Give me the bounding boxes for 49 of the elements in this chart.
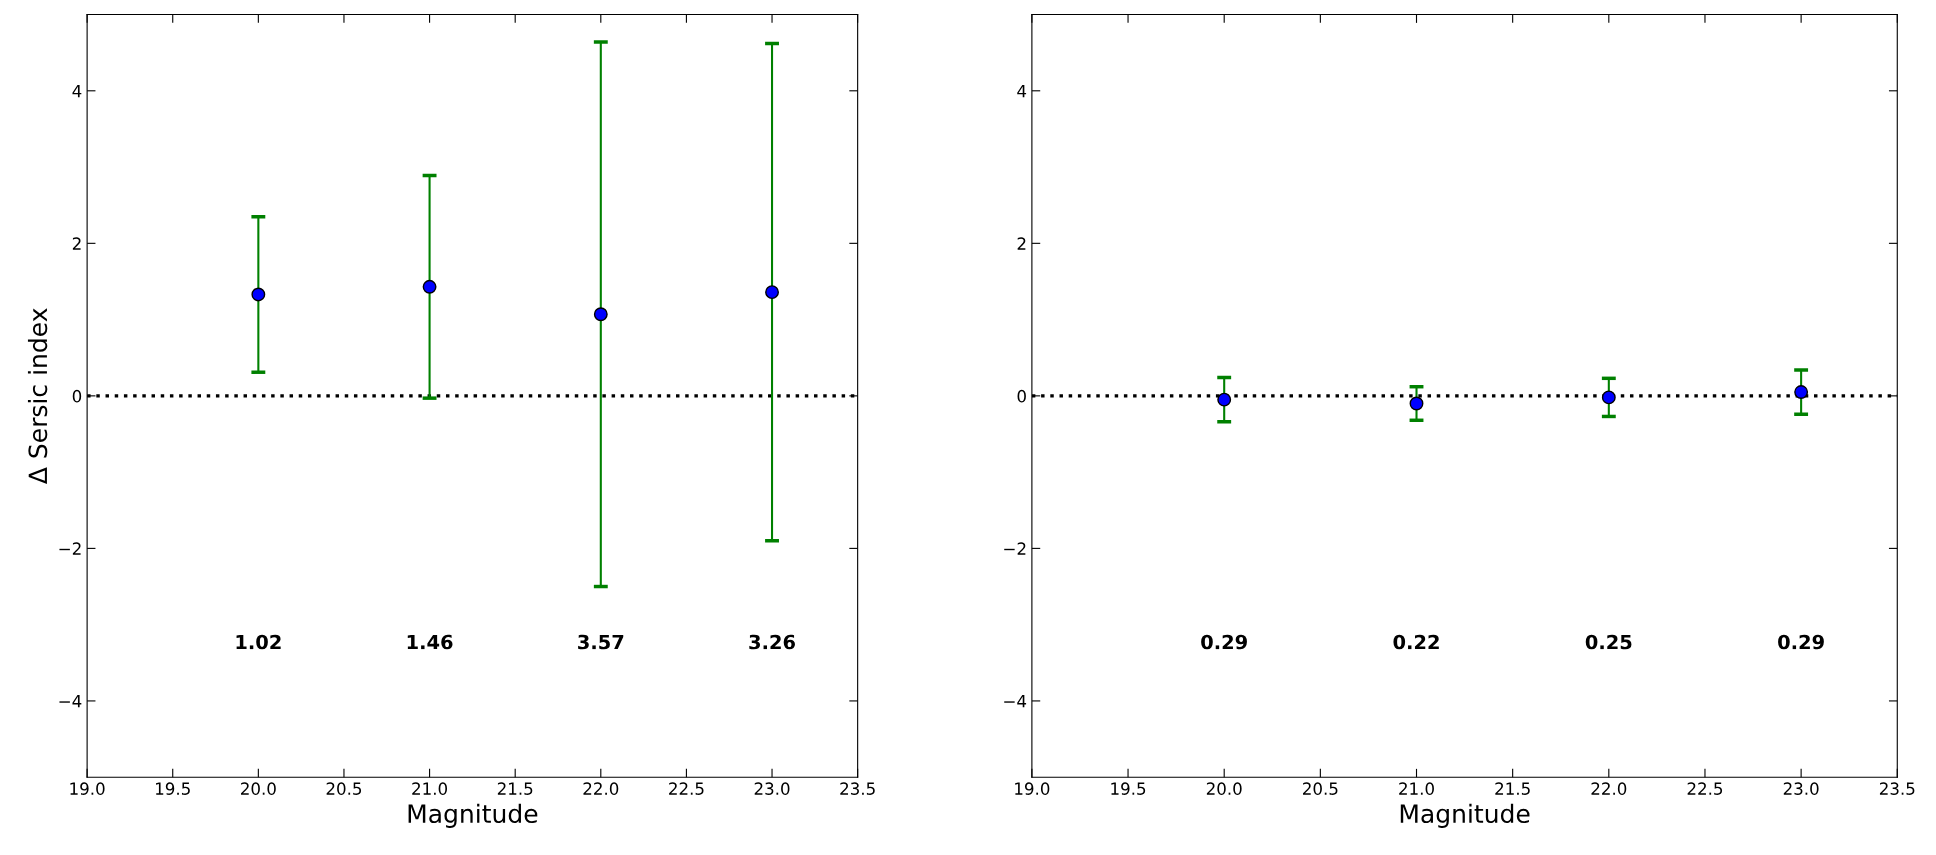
annotation: 3.26: [749, 634, 795, 650]
annotation: 1.02: [236, 634, 281, 650]
point: [765, 285, 779, 300]
y-tick-label: 4: [1017, 84, 1027, 98]
annotation: 3.57: [578, 634, 624, 650]
x-tick-label: 23.5: [840, 782, 875, 795]
x-tick-label: 21.5: [1495, 782, 1530, 795]
x-tick-label: 20.0: [1206, 782, 1242, 795]
x-tick-label: 19.0: [70, 782, 105, 795]
point: [422, 279, 437, 294]
y-tick-label: 4: [72, 84, 82, 98]
x-tick-label: 21.0: [1399, 782, 1434, 795]
y-tick-label: 0: [72, 389, 82, 403]
annotation: 1.46: [407, 634, 453, 650]
y-tick-label: −4: [59, 695, 82, 708]
y-axis-title: Δ Sersic index: [27, 308, 48, 484]
x-tick-label: 22.5: [1687, 782, 1723, 795]
annotation: 0.25: [1585, 634, 1632, 650]
x-tick-label: 23.0: [754, 782, 790, 795]
point: [1409, 396, 1424, 411]
annotation: 0.22: [1393, 634, 1439, 650]
y-tick-label: 2: [72, 237, 81, 250]
x-tick-label: 23.5: [1879, 782, 1915, 795]
x-tick-label: 23.0: [1783, 782, 1819, 795]
annotation: 0.29: [1201, 634, 1247, 650]
point: [1794, 385, 1809, 399]
x-tick-label: 19.0: [1015, 782, 1050, 795]
x-tick-label: 22.0: [583, 782, 619, 795]
y-tick-label: −4: [1004, 695, 1027, 708]
y-tick-label: −2: [1004, 542, 1026, 555]
x-tick-label: 20.0: [241, 782, 276, 795]
x-tick-label: 20.5: [326, 782, 362, 795]
y-tick-label: −2: [59, 542, 81, 555]
x-tick-label: 22.0: [1591, 782, 1627, 795]
x-axis-title: Magnitude: [408, 803, 538, 828]
point: [1601, 390, 1616, 405]
x-tick-label: 21.0: [412, 782, 448, 795]
x-tick-label: 21.5: [497, 782, 533, 795]
x-tick-label: 19.5: [1111, 782, 1146, 795]
x-tick-label: 19.5: [156, 782, 190, 795]
x-tick-label: 20.5: [1303, 782, 1338, 795]
point: [593, 307, 608, 322]
point: [1217, 392, 1232, 407]
y-tick-label: 0: [1017, 389, 1026, 403]
x-axis-title: Magnitude: [1400, 803, 1530, 828]
x-tick-label: 22.5: [669, 782, 704, 795]
point: [251, 287, 266, 302]
annotation: 0.29: [1778, 634, 1824, 650]
y-tick-label: 2: [1017, 237, 1026, 250]
